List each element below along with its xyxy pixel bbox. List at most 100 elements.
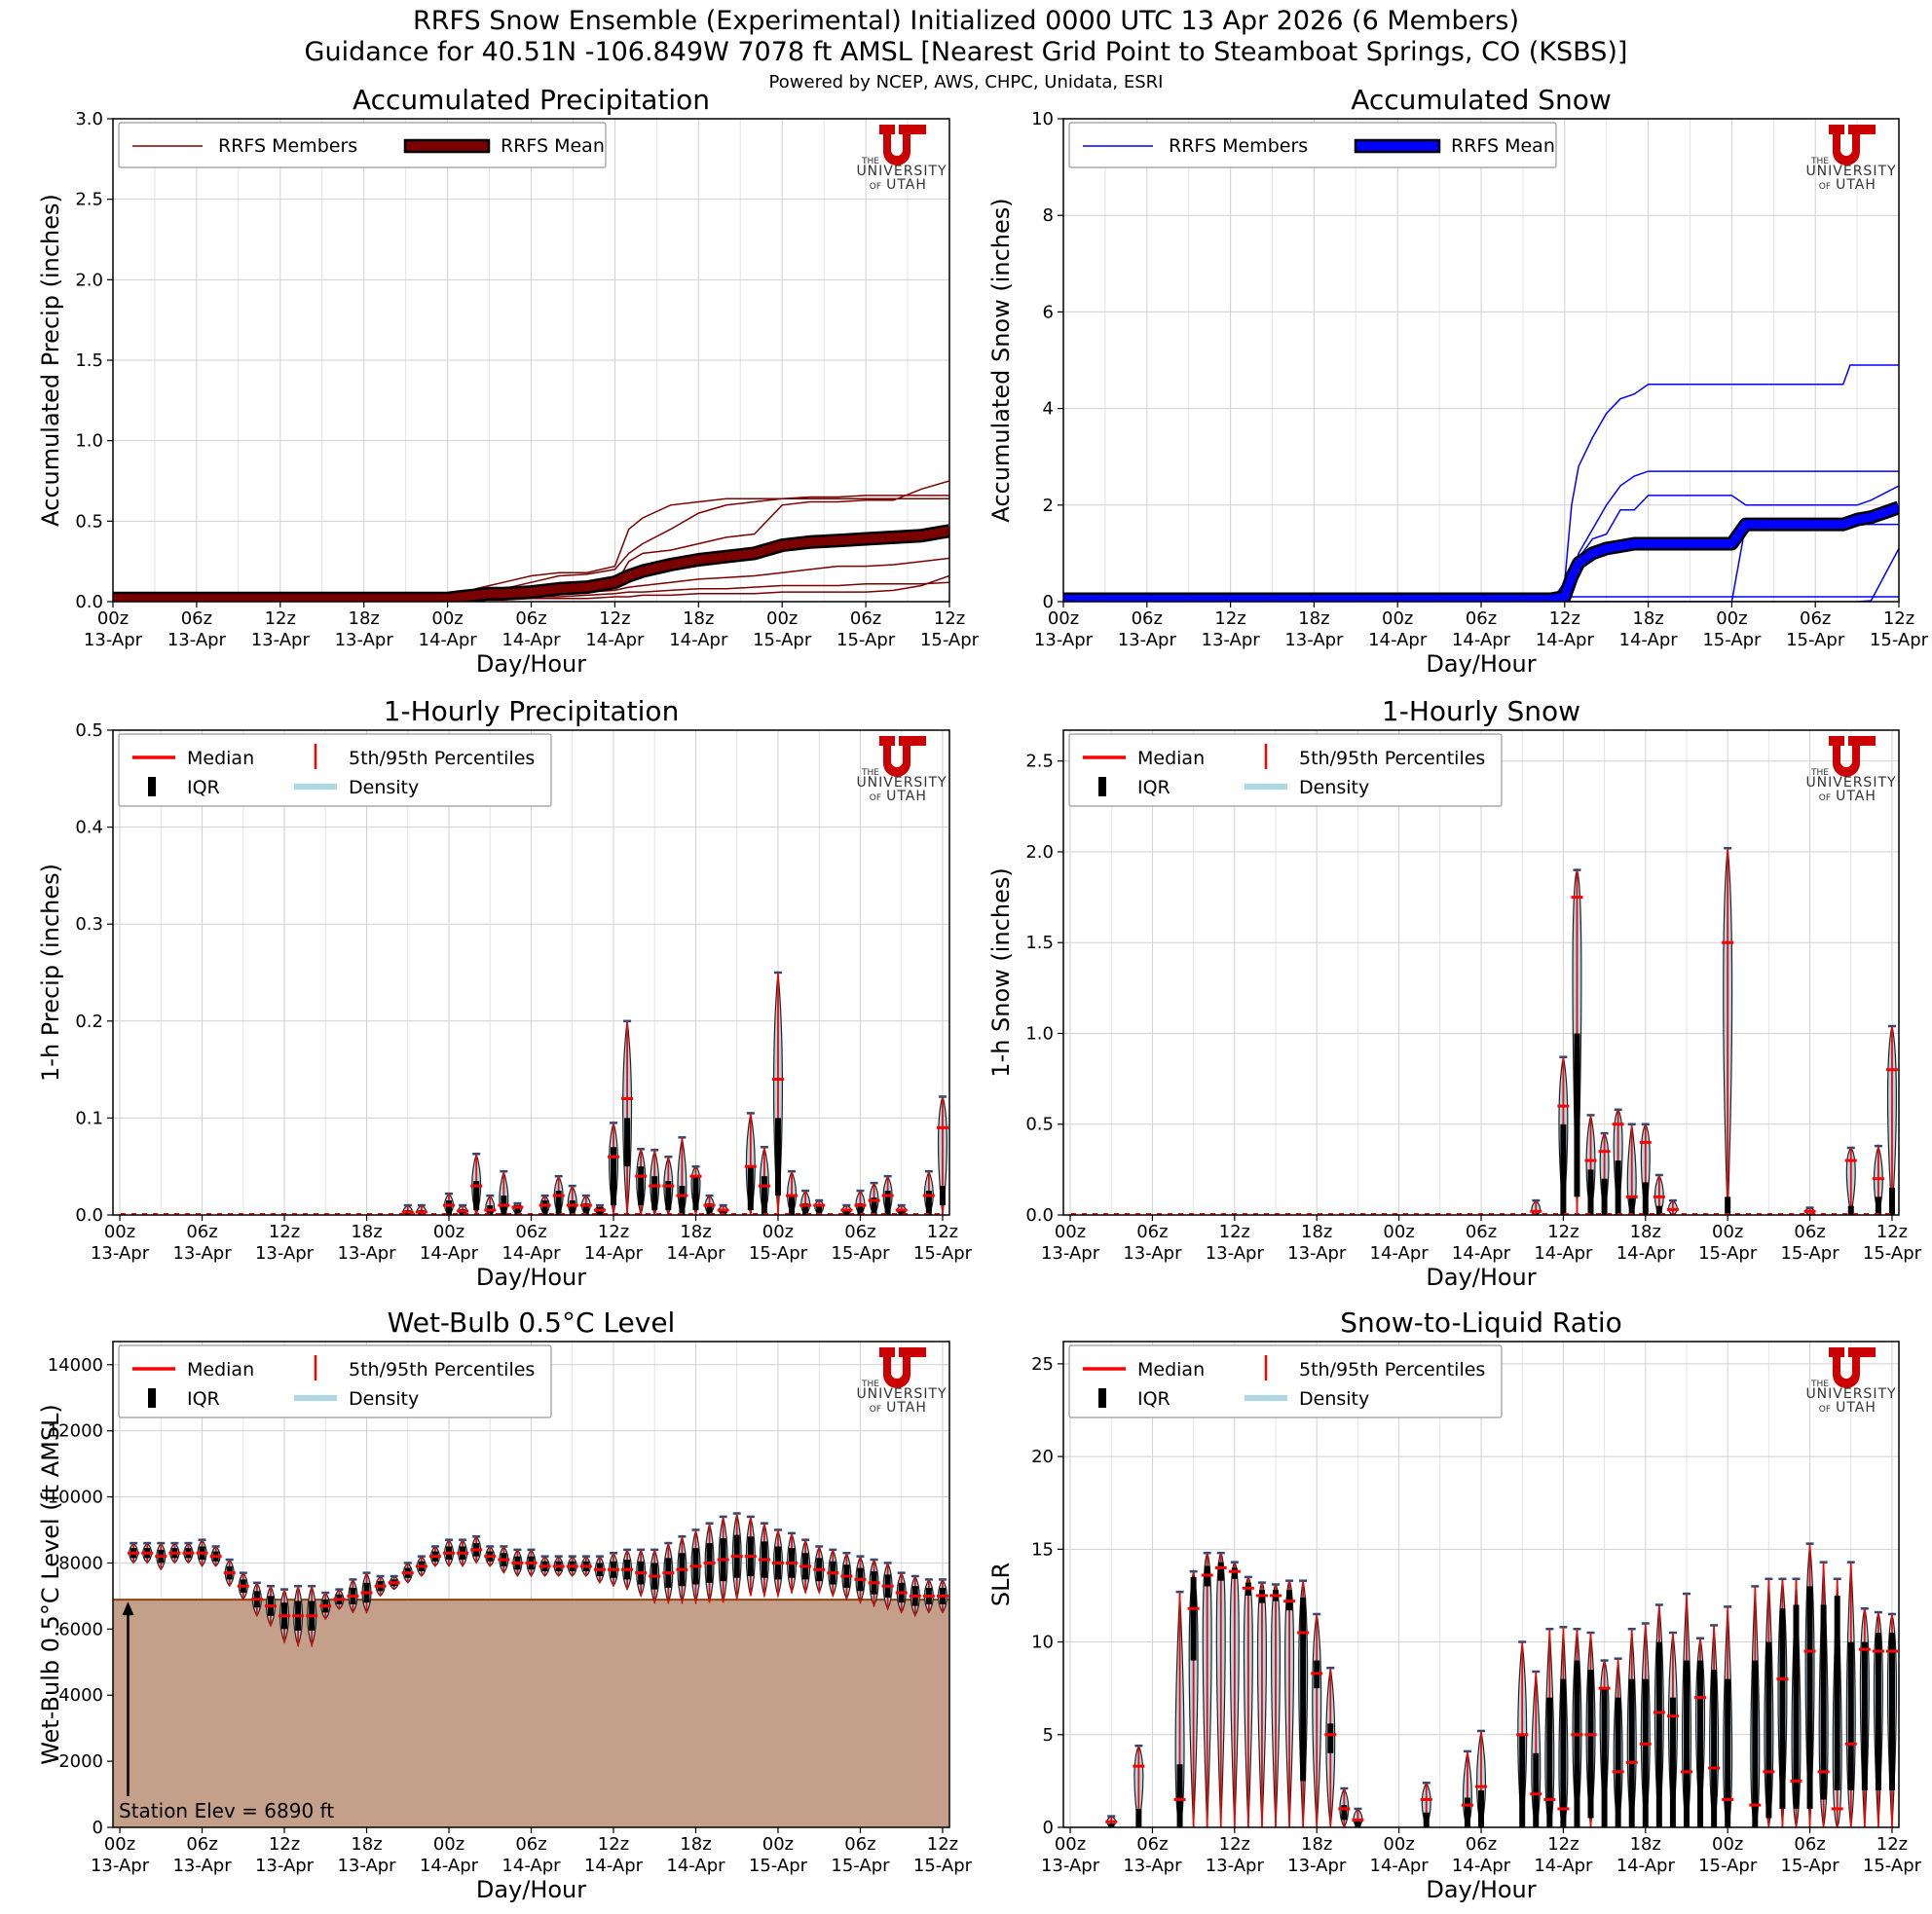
iqr-box [1779,1608,1786,1809]
x-tick-label-hour: 00z [1055,1834,1086,1855]
legend-pct-label: 5th/95th Percentiles [1299,1359,1485,1380]
x-tick-label-day: 15-Apr [913,1856,973,1876]
y-tick-label: 0.5 [75,511,103,532]
x-tick-label-hour: 06z [1136,1222,1168,1242]
x-tick-label-hour: 06z [515,1834,546,1855]
x-tick-label-hour: 12z [1876,1222,1908,1242]
iqr-box [1628,1196,1635,1215]
block-u-icon [1829,1347,1864,1388]
iqr-box [1519,1734,1526,1827]
y-tick-label: 8 [1043,205,1054,226]
y-tick-label: 0.1 [75,1108,103,1128]
x-axis-label: Day/Hour [1426,1264,1536,1291]
x-tick-label-day: 13-Apr [1287,1243,1347,1264]
x-tick-label-hour: 00z [104,1222,135,1242]
x-tick-label-day: 14-Apr [502,1856,561,1876]
legend-iqr-label: IQR [1137,1388,1170,1410]
y-tick-label: 6 [1043,302,1054,322]
y-tick-label: 10 [1031,109,1054,129]
x-tick-label-day: 15-Apr [753,630,812,650]
x-tick-label-day: 14-Apr [1370,1856,1430,1876]
iqr-box [1765,1641,1772,1819]
iqr-box [1587,1670,1594,1819]
x-tick-label-hour: 18z [1301,1222,1332,1242]
legend-frame [1068,733,1503,807]
y-tick-label: 4000 [58,1685,103,1706]
x-tick-label-hour: 12z [1219,1222,1250,1242]
x-tick-label-day: 14-Apr [502,1243,561,1264]
legend-mean-swatch [403,138,491,154]
y-axis-label: 1-h Snow (inches) [987,867,1015,1077]
legend-iqr-swatch [148,1388,156,1408]
x-tick-label-hour: 06z [515,1222,546,1242]
iqr-box [1135,1808,1142,1827]
legend-frame [118,1344,552,1418]
legend-members-label: RRFS Members [1169,135,1308,157]
x-axis-label: Day/Hour [1426,650,1536,678]
x-tick-label-day: 15-Apr [1863,1856,1922,1876]
iqr-box [1190,1576,1197,1661]
x-tick-label-day: 13-Apr [251,630,311,650]
y-tick-label: 1.5 [1025,933,1054,953]
iqr-box [1752,1660,1759,1827]
logo-utah: UTAH [1836,1400,1876,1416]
x-tick-label-hour: 12z [1883,608,1914,629]
logo-the: THE [1810,1380,1829,1389]
panel-title: Accumulated Precipitation [353,84,710,116]
x-axis-label: Day/Hour [476,1876,586,1903]
x-axis-label: Day/Hour [1426,1876,1536,1903]
y-axis-label: Accumulated Snow (inches) [987,198,1015,522]
y-axis-label: Accumulated Precip (inches) [37,194,64,527]
logo-utah: UTAH [886,1400,927,1416]
logo-of: OF [870,793,881,803]
y-tick-label: 1.0 [75,431,103,452]
legend-pct-label: 5th/95th Percentiles [349,748,535,769]
x-tick-label-hour: 18z [680,1222,711,1242]
y-tick-label: 0 [93,1818,103,1838]
legend-mean-label: RRFS Mean [1451,135,1555,157]
iqr-box [774,1118,781,1196]
x-tick-label-day: 14-Apr [584,1243,644,1264]
logo-of: OF [1819,182,1831,192]
x-tick-label-day: 13-Apr [1287,1856,1347,1876]
y-tick-label: 0.4 [75,818,103,838]
y-axis-label: Wet-Bulb 0.5°C Level (ft AMSL) [37,1404,64,1765]
x-tick-label-day: 15-Apr [1780,1243,1839,1264]
panel-title: Accumulated Snow [1351,84,1612,116]
y-tick-label: 20 [1031,1447,1054,1467]
panel-slr: 051015202500z13-Apr06z13-Apr12z13-Apr18z… [987,1307,1922,1903]
iqr-box [1793,1604,1800,1809]
y-tick-label: 2 [1043,496,1054,516]
iqr-box [1560,1678,1567,1827]
x-tick-label-day: 13-Apr [1202,630,1261,650]
x-tick-label-hour: 06z [1466,1834,1497,1855]
iqr-box [1655,1205,1662,1215]
panel-hourly_precip: 0.00.10.20.30.40.500z13-Apr06z13-Apr12z1… [37,695,973,1291]
x-tick-label-day: 15-Apr [1780,1856,1839,1876]
iqr-box [1861,1641,1868,1790]
x-tick-label-day: 14-Apr [1368,630,1428,650]
legend-pct-label: 5th/95th Percentiles [1299,748,1485,769]
x-tick-label-hour: 18z [680,1834,711,1855]
x-tick-label-hour: 00z [766,608,798,629]
y-tick-label: 14000 [48,1355,103,1376]
logo-utah: UTAH [1836,177,1876,193]
x-tick-label-hour: 06z [844,1834,875,1855]
x-tick-label-day: 14-Apr [1370,1243,1430,1264]
x-tick-label-day: 13-Apr [255,1856,315,1876]
x-tick-label-hour: 18z [1632,608,1663,629]
x-tick-label-day: 13-Apr [1118,630,1177,650]
iqr-box [1574,1660,1580,1827]
x-tick-label-day: 13-Apr [1034,630,1094,650]
logo-of: OF [1819,793,1831,803]
block-u-icon [879,125,914,166]
legend-density-label: Density [1299,777,1369,798]
x-tick-label-hour: 18z [351,1222,382,1242]
legend-frame [1068,122,1557,168]
iqr-box [1560,1123,1567,1215]
x-tick-label-day: 14-Apr [420,1856,479,1876]
panel-acc_snow: 024681000z13-Apr06z13-Apr12z13-Apr18z13-… [987,84,1929,678]
x-tick-label-hour: 06z [1794,1222,1825,1242]
